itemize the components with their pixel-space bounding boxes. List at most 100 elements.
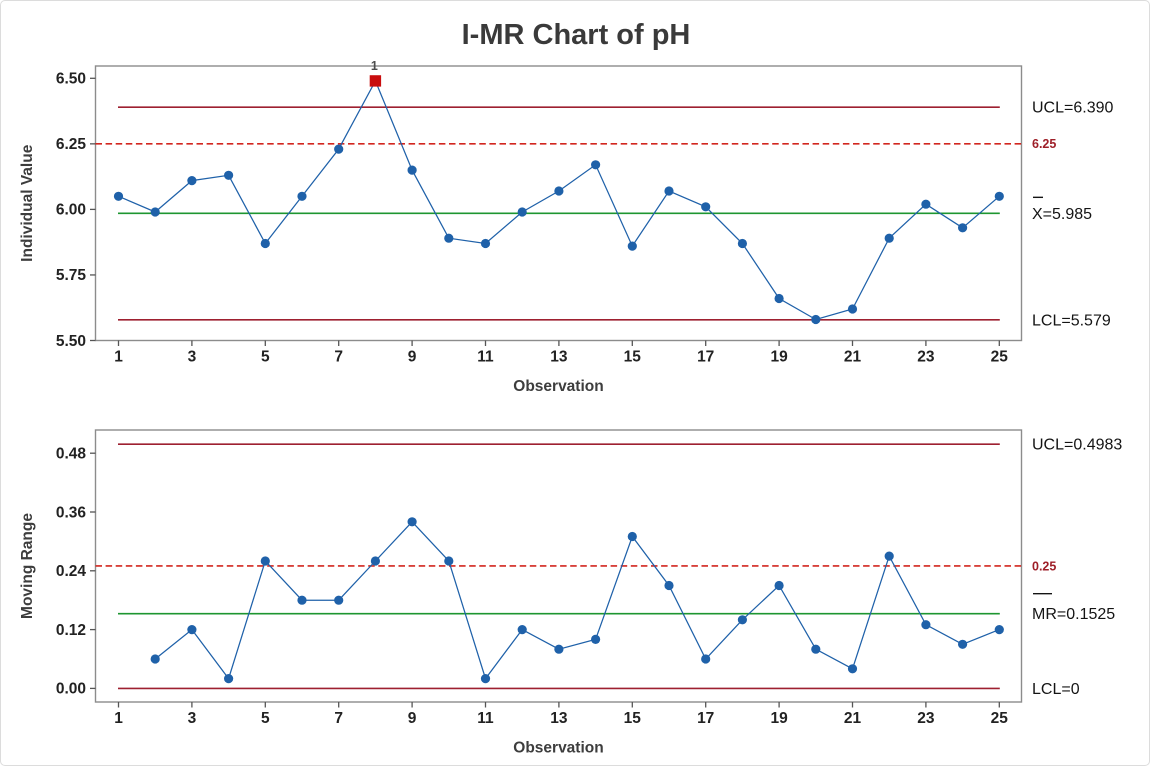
- moving-range-chart-xtick-label: 19: [770, 710, 788, 727]
- moving-range-chart-ytick-label: 0.12: [56, 622, 86, 639]
- individuals-chart-x-axis-title: Observation: [513, 378, 603, 395]
- moving-range-chart-xtick-label: 7: [334, 710, 343, 727]
- individuals-chart-ytick-label: 5.50: [56, 333, 86, 350]
- individuals-chart-xtick-label: 1: [114, 349, 123, 366]
- moving-range-chart-xtick-label: 21: [844, 710, 862, 727]
- individuals-chart-point: [847, 304, 858, 314]
- moving-range-chart-point: [994, 625, 1004, 635]
- moving-range-chart-xtick-label: 1: [114, 710, 123, 727]
- individuals-chart: 15.505.756.006.256.501 3 5 7 9 11 13 15 17 19 21 23…: [19, 59, 1113, 395]
- individuals-chart-point: [480, 238, 491, 249]
- moving-range-chart-point: [701, 654, 711, 664]
- individuals-chart-xtick-label: 19: [770, 349, 788, 366]
- individuals-chart-lcl-label: LCL=5.579: [1032, 312, 1111, 329]
- individuals-chart-series-line: [118, 79, 1000, 321]
- moving-range-chart-point: [334, 595, 344, 605]
- individuals-chart-xtick-label: 3: [188, 349, 197, 366]
- moving-range-chart-ytick-label: 0.24: [56, 563, 87, 580]
- moving-range-chart-x-axis-title: Observation: [513, 740, 603, 757]
- individuals-chart-ucl-label: UCL=6.390: [1032, 100, 1113, 117]
- moving-range-chart-ytick-label: 0.36: [56, 504, 87, 521]
- individuals-chart-ytick-label: 6.25: [56, 136, 87, 153]
- individuals-chart-point: [517, 207, 527, 217]
- moving-range-chart-point: [664, 580, 674, 591]
- moving-range-chart-point: [921, 620, 931, 630]
- moving-range-chart-spec-label: 0.25: [1032, 559, 1056, 573]
- individuals-chart-point: [187, 176, 197, 186]
- moving-range-chart-ytick-label: 0.00: [56, 681, 86, 698]
- moving-range-chart-point: [444, 556, 454, 566]
- individuals-chart-point: [444, 233, 454, 243]
- moving-range-chart-point: [627, 531, 637, 542]
- individuals-chart-xtick-label: 25: [991, 349, 1009, 366]
- individuals-chart-point: [407, 165, 417, 175]
- moving-range-chart-xtick-label: 9: [408, 710, 417, 727]
- moving-range-chart-point: [297, 595, 307, 605]
- moving-range-chart-point: [480, 674, 491, 684]
- moving-range-chart-point: [884, 551, 894, 561]
- chart-title: I-MR Chart of pH: [462, 19, 691, 51]
- individuals-chart-point: [334, 144, 344, 154]
- individuals-chart-out-of-control-label: 1: [371, 59, 378, 73]
- moving-range-chart-ucl-label: UCL=0.4983: [1032, 437, 1122, 454]
- individuals-chart-point: [664, 186, 674, 196]
- individuals-chart-y-axis-title: Individual Value: [19, 144, 36, 262]
- individuals-chart-point: [224, 170, 234, 180]
- moving-range-chart-point: [847, 664, 858, 674]
- individuals-chart-point: [260, 238, 270, 249]
- moving-range-chart-xtick-label: 11: [477, 710, 494, 727]
- moving-range-chart-point: [958, 639, 968, 649]
- individuals-chart-center-label: X=5.985: [1032, 206, 1092, 223]
- moving-range-chart: 0.000.120.240.360.481 3 5 7 9 11 13 15 17 19 21 23 2…: [19, 429, 1122, 757]
- moving-range-chart-point: [774, 580, 784, 591]
- moving-range-chart-xtick-label: 5: [261, 710, 270, 727]
- moving-range-chart-center-label: MR=0.1525: [1032, 606, 1115, 623]
- individuals-chart-point: [811, 314, 821, 325]
- individuals-chart-point: [958, 223, 968, 233]
- moving-range-chart-ytick-label: 0.48: [56, 446, 87, 463]
- moving-range-chart-series-line: [154, 520, 1000, 680]
- individuals-chart-point: [884, 233, 894, 243]
- moving-range-chart-y-axis-title: Moving Range: [19, 513, 36, 619]
- individuals-chart-point: [774, 293, 784, 304]
- moving-range-chart-xtick-label: 23: [917, 710, 935, 727]
- moving-range-chart-point: [811, 644, 821, 654]
- individuals-chart-point: [701, 202, 711, 212]
- moving-range-chart-point: [187, 625, 197, 635]
- individuals-chart-xtick-label: 9: [408, 349, 417, 366]
- individuals-chart-point: [113, 191, 124, 201]
- moving-range-chart-xtick-label: 17: [697, 710, 714, 727]
- individuals-chart-xtick-label: 21: [844, 349, 862, 366]
- individuals-chart-xtick-label: 13: [550, 349, 568, 366]
- individuals-chart-xtick-label: 23: [917, 349, 935, 366]
- individuals-chart-out-of-control-point: [369, 75, 382, 87]
- moving-range-chart-xtick-label: 25: [991, 710, 1009, 727]
- moving-range-chart-point: [224, 674, 234, 684]
- moving-range-chart-point: [517, 625, 527, 635]
- individuals-chart-spec-label: 6.25: [1032, 137, 1056, 151]
- individuals-chart-xtick-label: 7: [334, 349, 343, 366]
- individuals-chart-point: [627, 241, 637, 251]
- individuals-chart-point: [994, 191, 1004, 201]
- moving-range-chart-point: [370, 556, 380, 566]
- moving-range-chart-xtick-label: 13: [550, 710, 568, 727]
- moving-range-chart-point: [591, 634, 601, 645]
- individuals-chart-xtick-label: 11: [477, 349, 494, 366]
- individuals-chart-xtick-label: 15: [624, 349, 642, 366]
- moving-range-chart-point: [150, 654, 160, 664]
- moving-range-chart-point: [407, 517, 417, 527]
- moving-range-chart-xtick-label: 3: [188, 710, 197, 727]
- individuals-chart-ytick-label: 6.50: [56, 71, 86, 88]
- individuals-chart-ytick-label: 5.75: [56, 267, 87, 284]
- individuals-chart-xtick-label: 5: [261, 349, 270, 366]
- moving-range-chart-point: [737, 615, 748, 625]
- individuals-chart-point: [150, 207, 160, 217]
- moving-range-chart-xtick-label: 15: [624, 710, 642, 727]
- individuals-chart-ytick-label: 6.00: [56, 202, 86, 219]
- individuals-chart-point: [554, 186, 564, 196]
- individuals-chart-point: [737, 238, 748, 249]
- individuals-chart-point: [297, 191, 307, 201]
- moving-range-chart-lcl-label: LCL=0: [1032, 681, 1080, 698]
